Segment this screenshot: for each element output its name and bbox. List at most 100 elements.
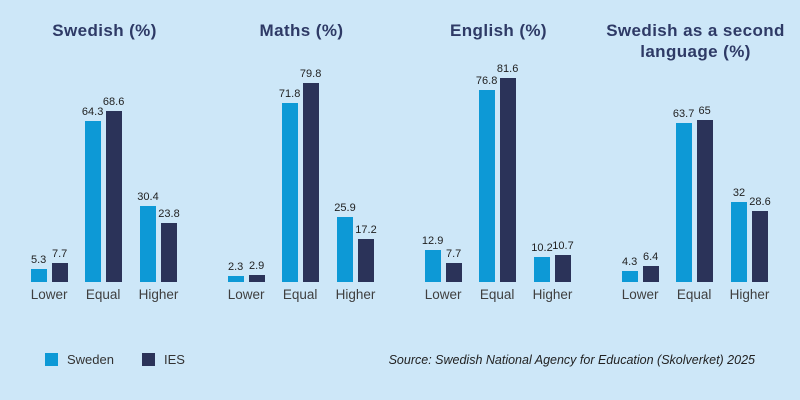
bar-group: 64.3 68.6 Equal [81, 95, 125, 306]
bar-group: 10.2 10.7 Higher [531, 240, 574, 305]
bar-ies [51, 262, 68, 282]
bar-column-sweden: 5.3 [30, 254, 47, 282]
category-label: Higher [532, 287, 573, 302]
bar-column-ies: 68.6 [102, 95, 125, 282]
chart-title: Swedish as a second language (%) [606, 21, 785, 62]
bar-ies [752, 210, 768, 282]
chart-panel: Maths (%) 2.3 2.9 Lower 71.8 79.8 Equal 25.9 17.… [203, 0, 400, 330]
legend-swatch-sweden [45, 353, 58, 366]
legend-item-sweden: Sweden [45, 352, 114, 367]
bar-column-ies: 7.7 [51, 248, 68, 282]
bar-column-ies: 6.4 [642, 251, 659, 282]
category-label: Equal [479, 287, 515, 302]
bar-column-sweden: 25.9 [334, 202, 356, 282]
bar-pair: 32 28.6 [731, 187, 771, 282]
bar-group: 30.4 23.8 Higher [137, 191, 180, 305]
chart-plot: 12.9 7.7 Lower 76.8 81.6 Equal 10.2 10.7 Higher [421, 63, 574, 305]
category-label: Higher [729, 287, 770, 302]
bar-sweden [731, 202, 747, 282]
bar-ies [445, 262, 462, 282]
value-label: 68.6 [102, 95, 125, 108]
bar-ies [161, 222, 177, 282]
value-label: 25.9 [334, 202, 356, 215]
category-label: Equal [676, 287, 712, 302]
bar-column-ies: 28.6 [749, 195, 771, 282]
bar-sweden [140, 206, 156, 282]
bar-column-sweden: 12.9 [421, 234, 444, 282]
category-label: Equal [282, 287, 318, 302]
bar-pair: 12.9 7.7 [421, 234, 462, 282]
value-label: 79.8 [299, 67, 322, 80]
chart-plot: 4.3 6.4 Lower 63.7 65 Equal 32 28.6 Higher [621, 72, 771, 305]
bar-pair: 2.3 2.9 [227, 259, 265, 282]
bar-sweden [84, 121, 101, 282]
value-label: 23.8 [158, 207, 180, 220]
bar-column-ies: 7.7 [445, 248, 462, 282]
category-label: Lower [424, 287, 462, 302]
legend-label-ies: IES [163, 352, 185, 367]
category-label: Higher [335, 287, 376, 302]
bar-sweden [675, 122, 692, 282]
bar-pair: 76.8 81.6 [475, 63, 519, 282]
bar-ies [555, 255, 571, 282]
bar-sweden [424, 249, 441, 282]
value-label: 64.3 [81, 106, 104, 119]
bar-ies [302, 82, 319, 282]
chart-panel: Swedish as a second language (%) 4.3 6.4 Lo… [597, 0, 794, 330]
bar-pair: 71.8 79.8 [279, 67, 322, 282]
value-label: 17.2 [355, 224, 377, 236]
value-label: 32 [732, 187, 746, 199]
bar-pair: 64.3 68.6 [81, 95, 125, 282]
bar-pair: 25.9 17.2 [334, 202, 377, 282]
bar-pair: 10.2 10.7 [531, 240, 574, 282]
value-label: 2.9 [248, 259, 265, 272]
bar-ies [642, 266, 659, 282]
chart-panel: English (%) 12.9 7.7 Lower 76.8 81.6 Equal 10.2… [400, 0, 597, 330]
bar-ies [248, 274, 265, 282]
category-label: Equal [85, 287, 121, 302]
bar-group: 12.9 7.7 Lower [421, 234, 462, 305]
bar-column-sweden: 4.3 [621, 256, 638, 282]
bar-column-ies: 81.6 [496, 63, 519, 282]
bar-column-sweden: 64.3 [81, 106, 104, 282]
bar-sweden [621, 271, 638, 282]
bar-sweden [281, 102, 298, 282]
bar-column-sweden: 2.3 [227, 261, 244, 282]
bar-group: 25.9 17.2 Higher [334, 202, 377, 305]
value-label: 81.6 [496, 63, 519, 75]
chart-title: Maths (%) [259, 21, 344, 40]
source-text: Source: Swedish National Agency for Educ… [388, 352, 755, 367]
chart-plot: 5.3 7.7 Lower 64.3 68.6 Equal 30.4 23.8 Higher [30, 72, 180, 306]
chart-title: Swedish (%) [52, 21, 157, 40]
bottom-row: Sweden IES Source: Swedish National Agen… [0, 352, 800, 367]
bar-ies [105, 110, 122, 282]
value-label: 12.9 [421, 234, 444, 247]
value-label: 63.7 [672, 107, 695, 120]
bar-column-ies: 10.7 [552, 240, 574, 282]
bar-column-ies: 23.8 [158, 207, 180, 282]
bar-column-ies: 79.8 [299, 67, 322, 282]
bar-column-ies: 65 [696, 104, 713, 282]
bar-column-sweden: 30.4 [137, 191, 159, 282]
bar-group: 76.8 81.6 Equal [475, 63, 519, 305]
bar-group: 5.3 7.7 Lower [30, 248, 68, 305]
bar-column-ies: 17.2 [355, 224, 377, 282]
bar-ies [696, 119, 713, 282]
bar-sweden [227, 276, 244, 282]
bar-ies [358, 239, 374, 282]
bar-sweden [534, 256, 550, 282]
value-label: 65 [698, 104, 711, 117]
value-label: 6.4 [642, 251, 659, 263]
bar-group: 32 28.6 Higher [729, 187, 771, 305]
value-label: 4.3 [621, 256, 638, 269]
value-label: 76.8 [475, 75, 498, 87]
legend: Sweden IES [45, 352, 185, 367]
bar-sweden [30, 268, 47, 282]
value-label: 28.6 [749, 195, 771, 208]
bar-sweden [337, 217, 353, 282]
charts-row: Swedish (%) 5.3 7.7 Lower 64.3 68.6 Equal 30.4 2… [30, 0, 794, 330]
value-label: 2.3 [227, 261, 244, 274]
bar-sweden [478, 90, 495, 282]
bar-column-sweden: 76.8 [475, 75, 498, 282]
